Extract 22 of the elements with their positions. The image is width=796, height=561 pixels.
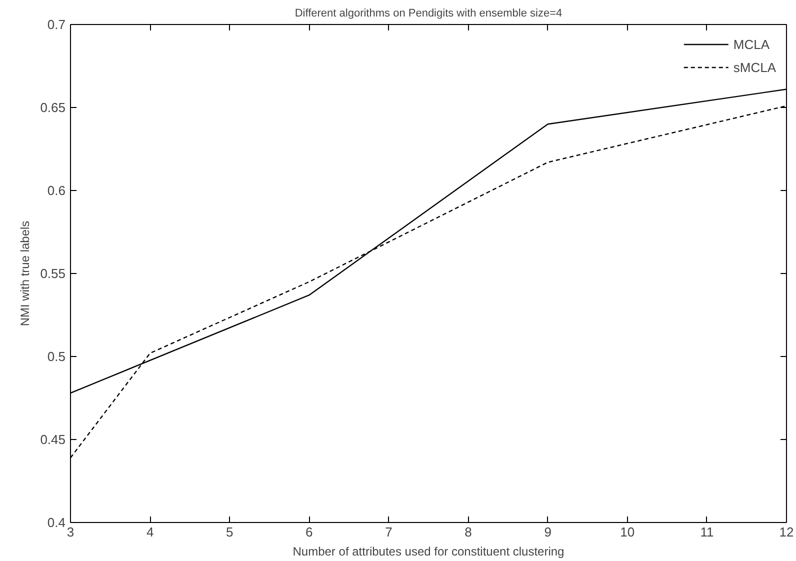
x-tick-label: 3 <box>66 524 74 540</box>
x-tick-label: 8 <box>464 524 472 540</box>
y-tick-label: 0.5 <box>47 349 66 364</box>
x-tick-label: 10 <box>620 524 635 540</box>
x-axis-title: Number of attributes used for constituent clustering <box>292 544 564 558</box>
y-tick-label: 0.55 <box>40 266 66 281</box>
y-tick-label: 0.65 <box>40 100 66 115</box>
x-tick-label: 9 <box>544 524 552 540</box>
x-tick-label: 4 <box>146 524 154 540</box>
x-tick-label: 6 <box>306 524 313 540</box>
x-tick-label: 11 <box>700 524 714 540</box>
x-tick-label: 5 <box>226 524 234 540</box>
x-tick-label: 7 <box>385 524 392 540</box>
y-tick-label: 0.45 <box>40 432 66 447</box>
y-axis-title: NMI with true labels <box>18 220 32 326</box>
y-tick-label: 0.7 <box>47 17 66 32</box>
y-tick-label: 0.6 <box>47 183 66 198</box>
y-tick-label: 0.4 <box>47 515 66 530</box>
x-tick-label: 12 <box>779 524 794 540</box>
legend-label: sMCLA <box>733 60 776 74</box>
chart-title: Different algorithms on Pendigits with ensemble size=4 <box>294 8 562 20</box>
legend-label: MCLA <box>733 36 770 52</box>
